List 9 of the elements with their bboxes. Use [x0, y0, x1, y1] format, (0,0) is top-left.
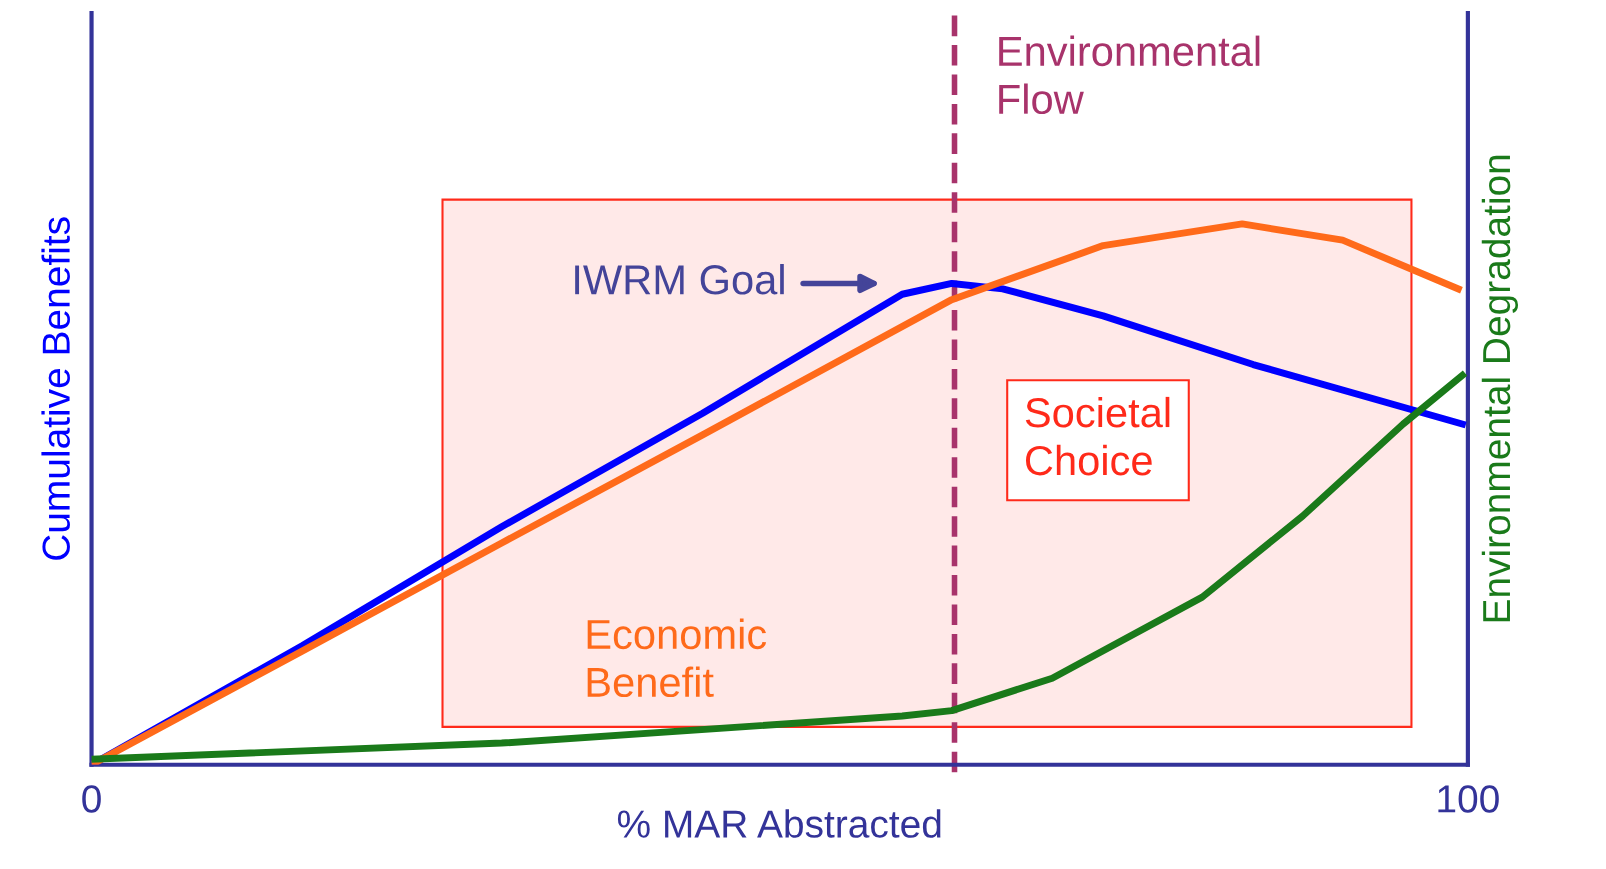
ref-line-label: Environmental Flow	[999, 35, 1260, 115]
x-tick-label: 100	[1438, 785, 1499, 813]
x-tick-label: 0	[82, 785, 101, 813]
annotation: IWRM Goal	[575, 264, 784, 295]
y-axis-title: Cumulative Benefits	[41, 217, 70, 560]
text: Economic Benefit	[587, 618, 767, 698]
x-axis-title: % MAR Abstracted	[617, 809, 941, 838]
band-label: Societal Choice	[1025, 396, 1170, 476]
y2-axis-title: Environmental Degradation	[1481, 155, 1519, 622]
